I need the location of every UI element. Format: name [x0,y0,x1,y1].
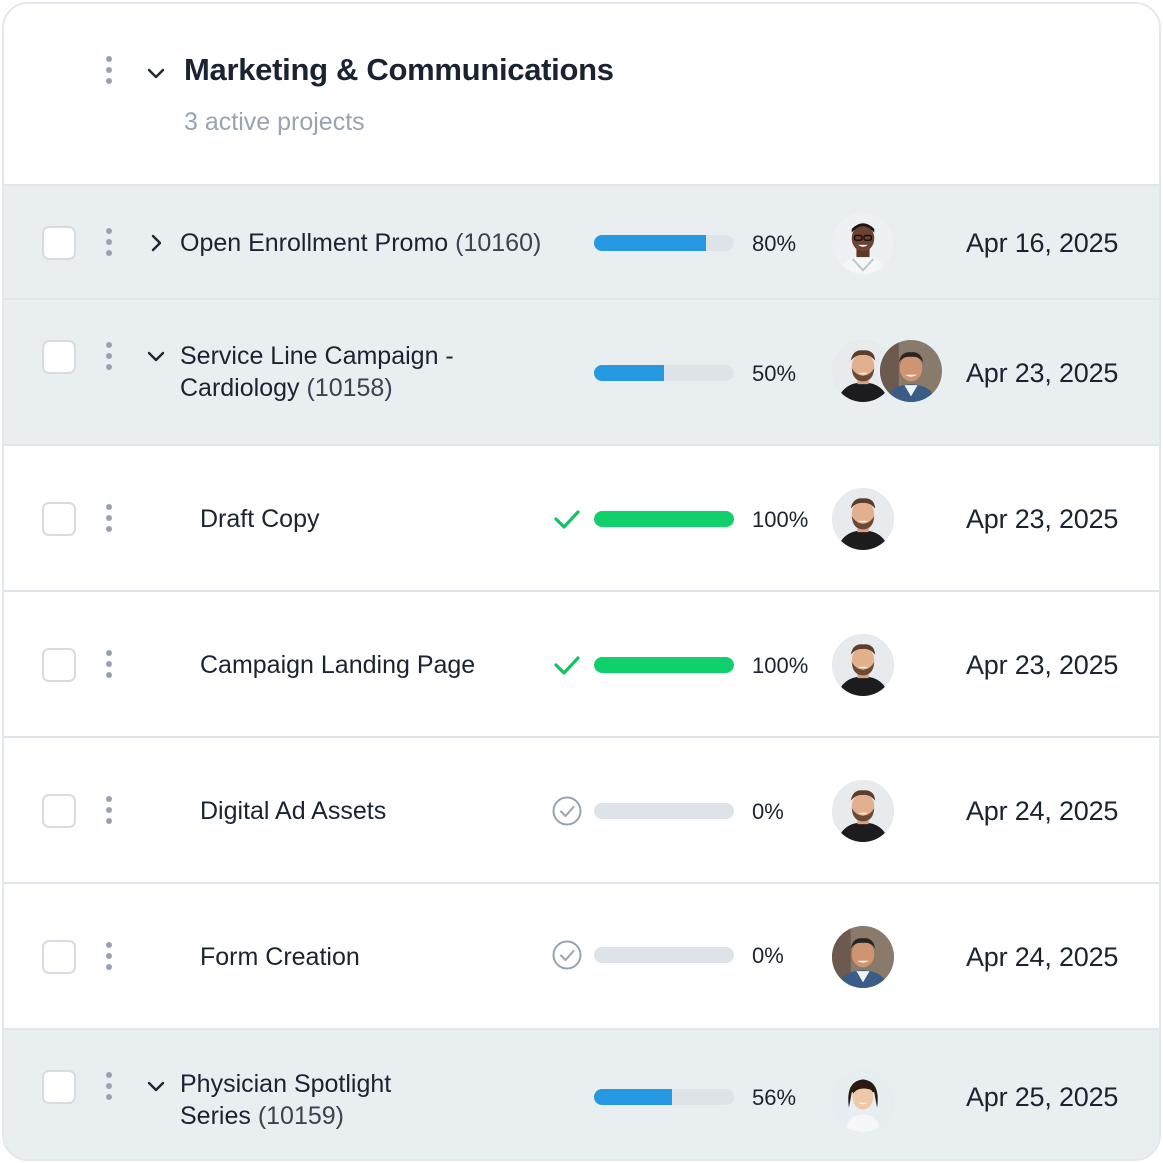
row-checkbox[interactable] [42,940,76,974]
progress-percent: 0% [752,799,784,824]
project-name-text: Open Enrollment Promo [180,229,449,257]
due-date: Apr 25, 2025 [966,1082,1119,1112]
collapse-chevron-down-icon[interactable] [144,345,168,369]
check-icon [554,510,580,529]
table-row[interactable]: Campaign Landing Page 100% Apr 23, 2025 [4,592,1159,738]
task-name[interactable]: Draft Copy [200,505,320,533]
table-row[interactable]: Form Creation 0% Apr 24, 2025 [4,884,1159,1030]
due-date: Apr 23, 2025 [966,504,1119,534]
circle-check-icon[interactable] [551,795,583,827]
project-code: (10158) [306,374,393,402]
row-checkbox[interactable] [42,648,76,682]
bearded-man-avatar[interactable] [830,632,896,698]
project-name[interactable]: Physician Spotlight Series (10159) [180,1068,391,1132]
more-options-icon[interactable] [104,650,114,684]
row-checkbox[interactable] [42,340,76,374]
project-name-line1: Physician Spotlight [180,1070,392,1098]
task-name[interactable]: Digital Ad Assets [200,797,387,825]
table-row[interactable]: Digital Ad Assets 0% Apr 24, 2025 [4,738,1159,884]
more-options-icon[interactable] [104,1072,114,1106]
due-date: Apr 16, 2025 [966,228,1119,258]
collapse-group-chevron-icon[interactable] [144,62,168,86]
progress-percent: 80% [752,231,797,256]
progress-fill [594,235,706,251]
more-options-icon[interactable] [104,504,114,538]
more-options-icon[interactable] [104,796,114,830]
row-checkbox[interactable] [42,1070,76,1104]
expand-chevron-right-icon[interactable] [144,231,168,255]
table-row[interactable]: Service Line Campaign - Cardiology (1015… [4,300,1159,446]
progress-bar [594,235,734,251]
row-checkbox[interactable] [42,226,76,260]
project-name-line2: Series [180,1102,251,1130]
check-icon [554,656,580,675]
older-man-avatar[interactable] [878,338,944,404]
progress-bar [594,803,734,819]
older-man-avatar[interactable] [830,924,896,990]
task-name[interactable]: Campaign Landing Page [200,651,476,679]
table-row[interactable]: Physician Spotlight Series (10159) 56% A… [4,1030,1159,1159]
due-date: Apr 23, 2025 [966,358,1119,388]
due-date: Apr 24, 2025 [966,796,1119,826]
table-row[interactable]: Open Enrollment Promo (10160) 80% Apr 16… [4,186,1159,300]
project-code: (10159) [257,1102,344,1130]
group-subtitle: 3 active projects [184,108,365,136]
progress-bar [594,365,734,381]
more-options-icon[interactable] [104,342,114,376]
project-name[interactable]: Service Line Campaign - Cardiology (1015… [180,340,454,404]
progress-bar [594,947,734,963]
project-code: (10160) [455,229,542,257]
group-header: Marketing & Communications 3 active proj… [4,4,1159,186]
progress-bar [594,1089,734,1105]
due-date: Apr 24, 2025 [966,942,1119,972]
due-date: Apr 23, 2025 [966,650,1119,680]
doctor-avatar[interactable] [830,210,896,276]
project-name-line2: Cardiology [180,374,300,402]
progress-fill [594,511,734,527]
table-row[interactable]: Draft Copy 100% Apr 23, 2025 [4,446,1159,592]
group-title: Marketing & Communications [184,52,614,87]
progress-fill [594,657,734,673]
project-name[interactable]: Open Enrollment Promo (10160) [180,227,541,259]
progress-percent: 50% [752,361,797,386]
row-checkbox[interactable] [42,502,76,536]
progress-fill [594,1089,673,1105]
bearded-man-avatar[interactable] [830,486,896,552]
progress-fill [594,365,664,381]
bearded-man-avatar[interactable] [830,778,896,844]
project-name-line1: Service Line Campaign - [180,342,454,370]
progress-bar [594,657,734,673]
row-checkbox[interactable] [42,794,76,828]
progress-percent: 100% [752,653,809,678]
collapse-chevron-down-icon[interactable] [144,1075,168,1099]
progress-percent: 56% [752,1085,797,1110]
progress-percent: 100% [752,507,809,532]
more-options-icon[interactable] [104,228,114,262]
progress-bar [594,511,734,527]
progress-percent: 0% [752,943,784,968]
circle-check-icon[interactable] [551,939,583,971]
group-more-options-icon[interactable] [104,56,114,90]
task-name[interactable]: Form Creation [200,943,360,971]
more-options-icon[interactable] [104,942,114,976]
woman-avatar[interactable] [830,1068,896,1134]
